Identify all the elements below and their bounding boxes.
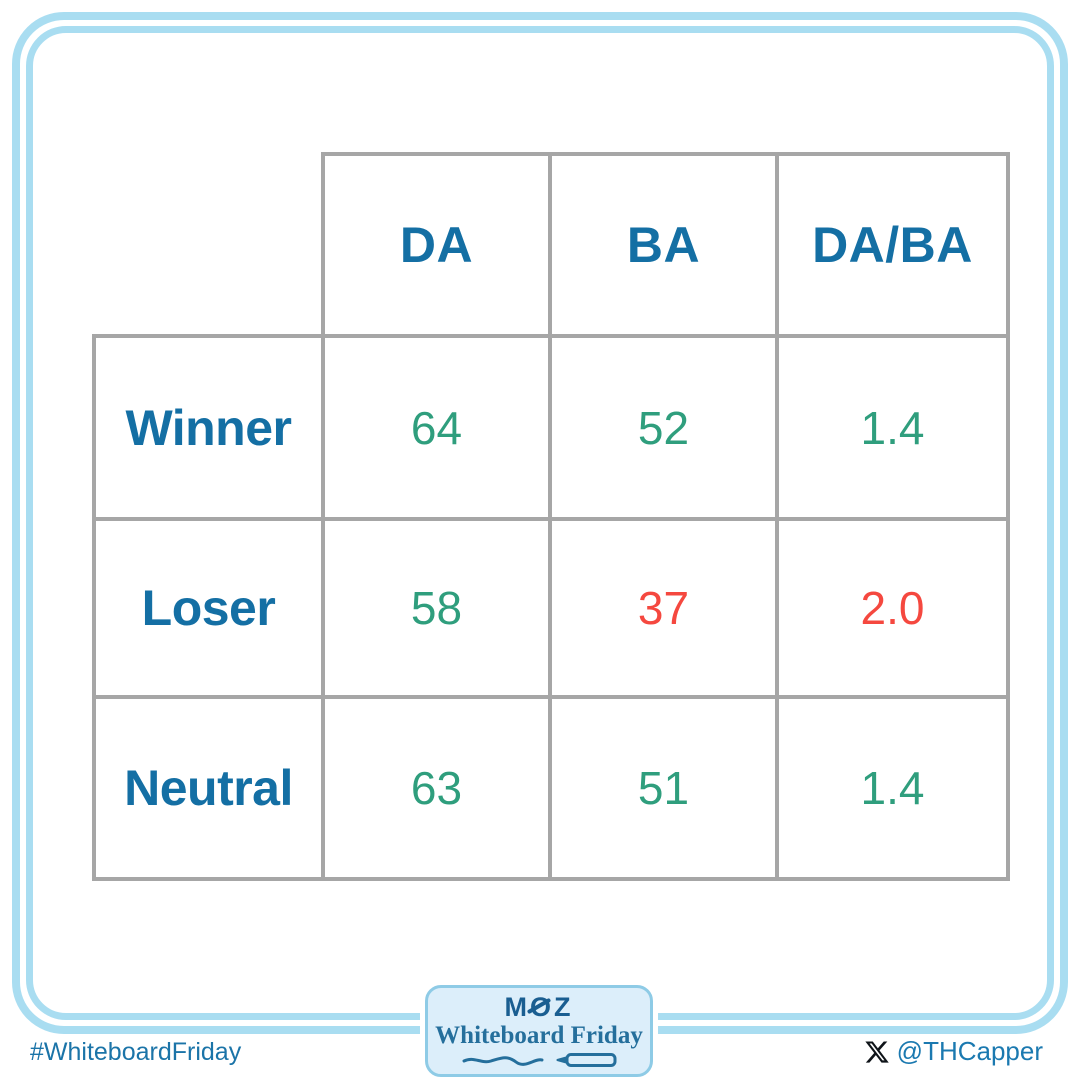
- row-label-neutral: Neutral: [92, 695, 325, 881]
- moz-logo: MOZ: [505, 993, 574, 1021]
- row-label-loser: Loser: [92, 517, 325, 699]
- handle-text: @THCapper: [896, 1036, 1043, 1066]
- row-label-winner: Winner: [92, 334, 325, 521]
- column-header-daba: DA/BA: [775, 152, 1010, 338]
- cell-neutral-daba: 1.4: [775, 695, 1010, 881]
- cell-loser-ba: 37: [548, 517, 779, 699]
- table-row-winner: Winner 64 52 1.4: [92, 334, 1010, 521]
- cell-winner-da: 64: [321, 334, 552, 521]
- marker-icon: [555, 1053, 616, 1068]
- table-header-row: DA BA DA/BA: [94, 152, 1010, 338]
- cell-neutral-ba: 51: [548, 695, 779, 881]
- x-twitter-icon: [865, 1040, 889, 1063]
- empty-corner-cell: [94, 154, 323, 336]
- whiteboard-friday-title: Whiteboard Friday: [435, 1021, 643, 1049]
- cell-neutral-da: 63: [321, 695, 552, 881]
- squiggle-icon: [462, 1056, 543, 1067]
- table-row-loser: Loser 58 37 2.0: [92, 517, 1010, 699]
- column-header-ba: BA: [548, 152, 779, 338]
- social-handle: @THCapper: [864, 1036, 1043, 1067]
- hashtag-text: #WhiteboardFriday: [30, 1038, 242, 1066]
- cell-loser-da: 58: [321, 517, 552, 699]
- table-row-neutral: Neutral 63 51 1.4: [92, 695, 1010, 881]
- column-header-da: DA: [321, 152, 552, 338]
- metrics-table: DA BA DA/BA Winner 64 52 1.4 Loser 58 37…: [92, 152, 1010, 881]
- badge-icons-row: [461, 1052, 618, 1068]
- cell-winner-daba: 1.4: [775, 334, 1010, 521]
- cell-loser-daba: 2.0: [775, 517, 1010, 699]
- moz-whiteboard-friday-badge: MOZ Whiteboard Friday: [425, 985, 653, 1077]
- cell-winner-ba: 52: [548, 334, 779, 521]
